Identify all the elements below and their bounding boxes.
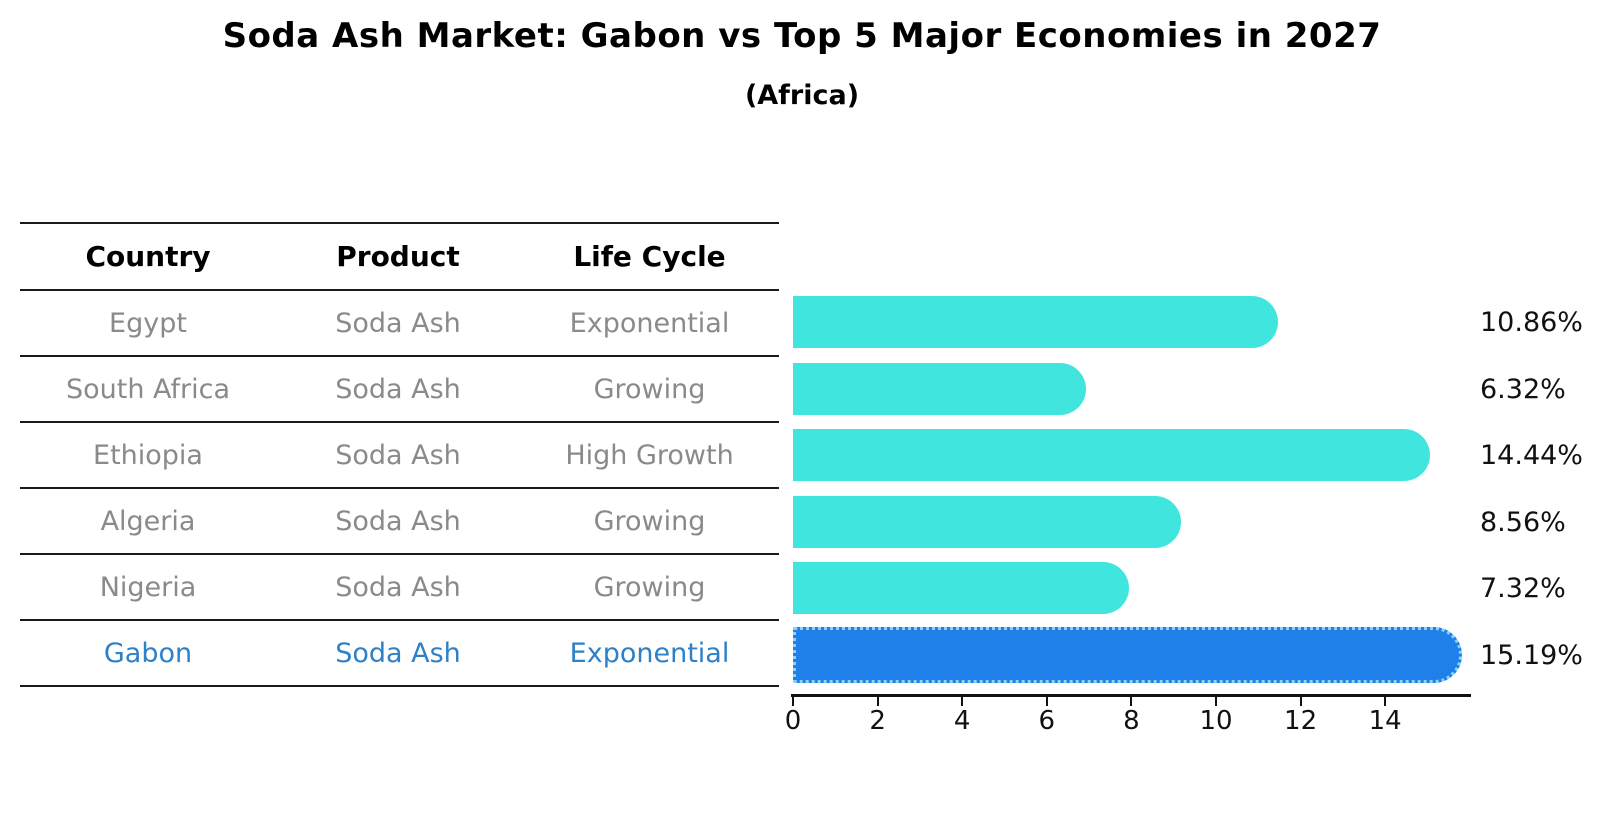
- x-tick-mark-0: [792, 697, 794, 706]
- value-label-gabon: 15.19%: [1480, 639, 1583, 671]
- table-row-gabon: Gabon Soda Ash Exponential: [20, 620, 779, 686]
- x-tick-label-0: 0: [784, 706, 802, 736]
- table-row-south-africa: South Africa Soda Ash Growing: [20, 356, 779, 422]
- country-table: Country Product Life Cycle Egypt Soda Ash…: [20, 222, 779, 687]
- x-tick-label-4: 4: [953, 706, 971, 736]
- value-label-egypt: 10.86%: [1480, 307, 1583, 339]
- table-row-nigeria: Nigeria Soda Ash Growing: [20, 554, 779, 620]
- chart-title: Soda Ash Market: Gabon vs Top 5 Major Ec…: [222, 16, 1382, 56]
- cell-product: Soda Ash: [335, 571, 461, 603]
- chart-subtitle: (Africa): [744, 80, 860, 111]
- value-label-south-africa: 6.32%: [1480, 373, 1566, 405]
- table-row-ethiopia: Ethiopia Soda Ash High Growth: [20, 422, 779, 488]
- value-label-algeria: 8.56%: [1480, 506, 1566, 538]
- cell-country: Algeria: [100, 505, 196, 537]
- header-product: Product: [336, 240, 460, 273]
- x-tick-label-12: 12: [1284, 706, 1318, 736]
- x-tick-mark-6: [1045, 697, 1048, 706]
- bar-ethiopia: [793, 429, 1430, 482]
- bar-gabon: [793, 626, 1462, 683]
- table-row-algeria: Algeria Soda Ash Growing: [20, 488, 779, 554]
- x-tick-mark-10: [1215, 697, 1217, 706]
- cell-life-cycle: Growing: [593, 505, 706, 537]
- cell-country: Nigeria: [99, 571, 197, 603]
- x-tick-mark-14: [1384, 697, 1387, 706]
- header-life-cycle: Life Cycle: [573, 240, 726, 273]
- cell-life-cycle: Exponential: [569, 307, 730, 339]
- bar-south-africa: [793, 362, 1087, 415]
- bar-nigeria: [793, 562, 1129, 615]
- cell-product: Soda Ash: [335, 505, 461, 537]
- cell-life-cycle: Growing: [593, 373, 706, 405]
- x-tick-label-10: 10: [1199, 706, 1233, 736]
- table-header-row: Country Product Life Cycle: [20, 223, 779, 290]
- x-tick-label-2: 2: [869, 706, 886, 736]
- cell-life-cycle: High Growth: [565, 439, 734, 471]
- cell-product: Soda Ash: [335, 307, 461, 339]
- x-tick-mark-4: [961, 697, 964, 706]
- bar-algeria: [793, 495, 1182, 548]
- cell-product: Soda Ash: [335, 439, 461, 471]
- x-tick-label-6: 6: [1038, 706, 1056, 736]
- x-tick-label-14: 14: [1368, 706, 1402, 736]
- x-axis-line: [791, 694, 1471, 697]
- x-tick-label-8: 8: [1123, 706, 1140, 736]
- cell-country: Gabon: [103, 637, 193, 669]
- value-label-nigeria: 7.32%: [1480, 573, 1566, 605]
- cell-life-cycle: Exponential: [569, 637, 730, 669]
- cell-life-cycle: Growing: [593, 571, 706, 603]
- bar-egypt: [793, 296, 1279, 349]
- cell-country: Ethiopia: [93, 439, 203, 471]
- header-country: Country: [85, 240, 211, 273]
- cell-product: Soda Ash: [335, 637, 461, 669]
- x-tick-mark-2: [876, 697, 879, 706]
- value-label-ethiopia: 14.44%: [1480, 440, 1583, 472]
- cell-product: Soda Ash: [335, 373, 461, 405]
- table-row-egypt: Egypt Soda Ash Exponential: [20, 290, 779, 356]
- x-tick-mark-8: [1130, 697, 1133, 706]
- cell-country: South Africa: [65, 373, 231, 405]
- cell-country: Egypt: [109, 307, 187, 339]
- x-tick-mark-12: [1299, 697, 1302, 706]
